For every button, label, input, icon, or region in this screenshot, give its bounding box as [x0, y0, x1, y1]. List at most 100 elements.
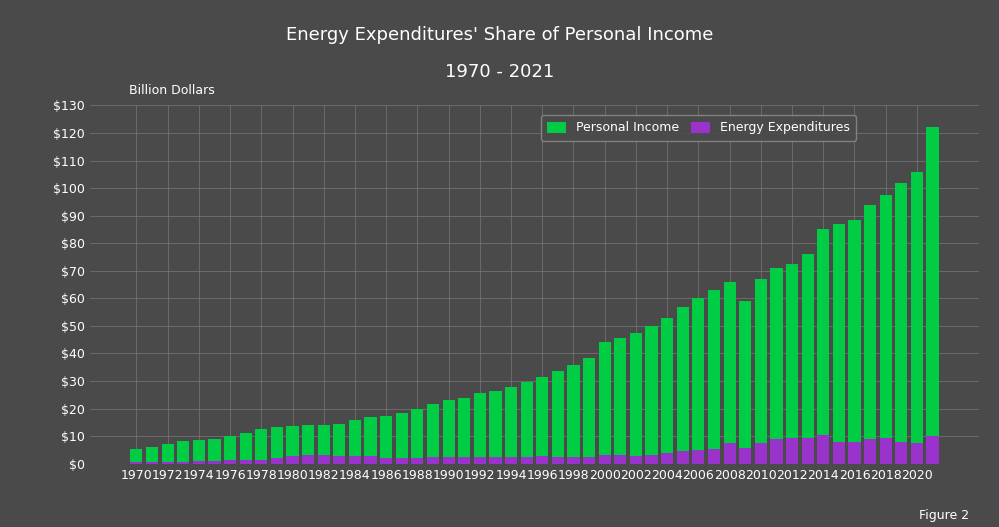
Bar: [692, 298, 704, 464]
Bar: [412, 457, 424, 464]
Bar: [723, 443, 735, 464]
Bar: [334, 456, 346, 464]
Bar: [209, 439, 221, 464]
Bar: [645, 326, 657, 464]
Bar: [490, 457, 501, 464]
Bar: [443, 457, 455, 464]
Bar: [536, 456, 548, 464]
Text: Figure 2: Figure 2: [919, 509, 969, 522]
Bar: [240, 460, 252, 464]
Bar: [770, 439, 782, 464]
Bar: [380, 457, 393, 464]
Bar: [287, 456, 299, 464]
Bar: [895, 442, 907, 464]
Bar: [739, 301, 751, 464]
Bar: [661, 318, 673, 464]
Bar: [692, 450, 704, 464]
Bar: [864, 439, 876, 464]
Bar: [255, 430, 268, 464]
Bar: [459, 397, 471, 464]
Bar: [427, 457, 440, 464]
Bar: [255, 460, 268, 464]
Bar: [848, 442, 860, 464]
Bar: [224, 461, 236, 464]
Bar: [911, 172, 923, 464]
Bar: [520, 383, 532, 464]
Bar: [864, 204, 876, 464]
Bar: [645, 455, 657, 464]
Bar: [848, 220, 860, 464]
Bar: [396, 413, 408, 464]
Bar: [833, 442, 845, 464]
Bar: [661, 453, 673, 464]
Bar: [130, 462, 143, 464]
Bar: [723, 282, 735, 464]
Bar: [209, 461, 221, 464]
Bar: [412, 408, 424, 464]
Bar: [739, 448, 751, 464]
Bar: [895, 182, 907, 464]
Bar: [427, 405, 440, 464]
Bar: [365, 456, 377, 464]
Bar: [490, 391, 501, 464]
Bar: [318, 455, 330, 464]
Legend: Personal Income, Energy Expenditures: Personal Income, Energy Expenditures: [540, 115, 856, 141]
Bar: [162, 444, 174, 464]
Bar: [817, 435, 829, 464]
Text: Billion Dollars: Billion Dollars: [129, 84, 215, 97]
Bar: [520, 457, 532, 464]
Text: 1970 - 2021: 1970 - 2021: [445, 63, 554, 81]
Bar: [271, 426, 283, 464]
Bar: [193, 441, 205, 464]
Bar: [459, 457, 471, 464]
Bar: [504, 457, 517, 464]
Bar: [567, 457, 579, 464]
Bar: [879, 437, 892, 464]
Bar: [146, 462, 158, 464]
Bar: [443, 401, 455, 464]
Bar: [551, 456, 564, 464]
Bar: [598, 343, 610, 464]
Bar: [380, 415, 393, 464]
Bar: [583, 456, 595, 464]
Bar: [770, 268, 782, 464]
Bar: [474, 394, 486, 464]
Bar: [567, 365, 579, 464]
Bar: [177, 462, 190, 464]
Bar: [754, 443, 767, 464]
Bar: [536, 377, 548, 464]
Bar: [349, 456, 361, 464]
Bar: [318, 425, 330, 464]
Bar: [177, 441, 190, 464]
Bar: [629, 456, 642, 464]
Bar: [302, 425, 315, 464]
Bar: [879, 195, 892, 464]
Bar: [911, 443, 923, 464]
Text: Energy Expenditures' Share of Personal Income: Energy Expenditures' Share of Personal I…: [286, 26, 713, 44]
Bar: [240, 433, 252, 464]
Bar: [302, 455, 315, 464]
Bar: [551, 372, 564, 464]
Bar: [676, 451, 689, 464]
Bar: [598, 455, 610, 464]
Bar: [801, 437, 814, 464]
Bar: [926, 436, 939, 464]
Bar: [162, 462, 174, 464]
Bar: [271, 458, 283, 464]
Bar: [287, 426, 299, 464]
Bar: [786, 264, 798, 464]
Bar: [334, 424, 346, 464]
Bar: [754, 279, 767, 464]
Bar: [786, 437, 798, 464]
Bar: [926, 128, 939, 464]
Bar: [474, 457, 486, 464]
Bar: [349, 419, 361, 464]
Bar: [614, 338, 626, 464]
Bar: [130, 448, 143, 464]
Bar: [365, 417, 377, 464]
Bar: [504, 387, 517, 464]
Bar: [817, 229, 829, 464]
Bar: [708, 448, 720, 464]
Bar: [708, 290, 720, 464]
Bar: [801, 254, 814, 464]
